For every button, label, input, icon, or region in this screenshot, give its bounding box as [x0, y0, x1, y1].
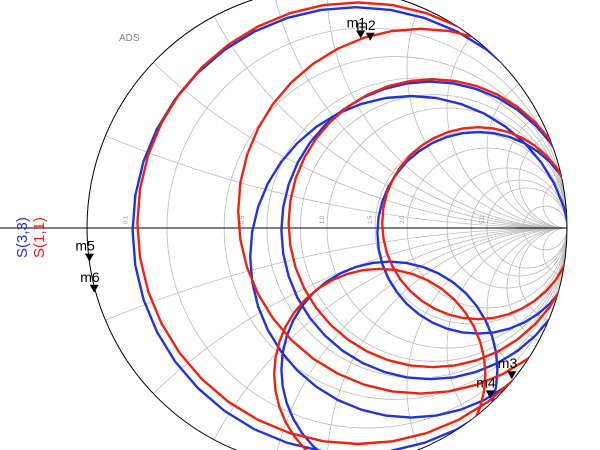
- grid-tick-label: 1.5: [368, 215, 374, 224]
- reactance-arc: [406, 0, 567, 229]
- unit-circle: [86, 0, 568, 450]
- legend-s11: S(1,1): [31, 217, 48, 258]
- marker-m3: [507, 371, 517, 380]
- reactance-arc: [506, 227, 567, 349]
- trace-s11: [287, 78, 567, 369]
- trace-s33: [131, 6, 567, 450]
- reactance-arc: [87, 0, 567, 229]
- reactance-arc: [518, 227, 567, 325]
- reactance-arc: [406, 227, 567, 450]
- marker-m6: [89, 284, 99, 293]
- legend-s33: S(3,3): [14, 217, 31, 258]
- marker-m5: [84, 253, 94, 262]
- grid-tick-label: 0.1: [124, 215, 130, 224]
- reactance-arc: [518, 131, 567, 229]
- marker-label-m4: m4: [476, 374, 496, 390]
- reactance-arc: [486, 67, 567, 229]
- grid-tick-label: 2.0: [400, 215, 406, 224]
- marker-m2: [365, 32, 375, 41]
- marker-m1: [356, 30, 366, 39]
- trace-s33: [280, 80, 567, 381]
- reactance-arc: [542, 179, 567, 229]
- grid-tick-label: 1.0: [320, 215, 326, 224]
- marker-label-m6: m6: [80, 269, 100, 285]
- ads-watermark: ADS: [119, 33, 140, 44]
- trace-s11: [381, 126, 567, 321]
- reactance-arc: [542, 227, 567, 277]
- grid-tick-label: 0.5: [240, 215, 246, 224]
- reactance-arc: [446, 227, 567, 450]
- reactance-arc: [486, 227, 567, 389]
- marker-m4: [485, 390, 495, 399]
- grid-tick-labels: 0.1 0.5 1.0 1.5 2.0 5.0: [124, 215, 486, 224]
- reactance-arc: [87, 0, 567, 229]
- marker-label-m1: m1: [347, 14, 367, 30]
- trace-s33: [376, 130, 567, 335]
- marker-label-m3: m3: [498, 355, 518, 371]
- marker-label-m2: m2: [356, 17, 376, 33]
- grid-tick-label: 5.0: [480, 215, 486, 224]
- y-axis-labels: S(3,3) S(1,1): [14, 200, 72, 260]
- trace-s33: [280, 260, 499, 450]
- reactance-arc: [446, 0, 567, 229]
- reactance-arc: [506, 107, 567, 229]
- trace-s11: [273, 267, 487, 450]
- marker-label-m5: m5: [75, 238, 95, 254]
